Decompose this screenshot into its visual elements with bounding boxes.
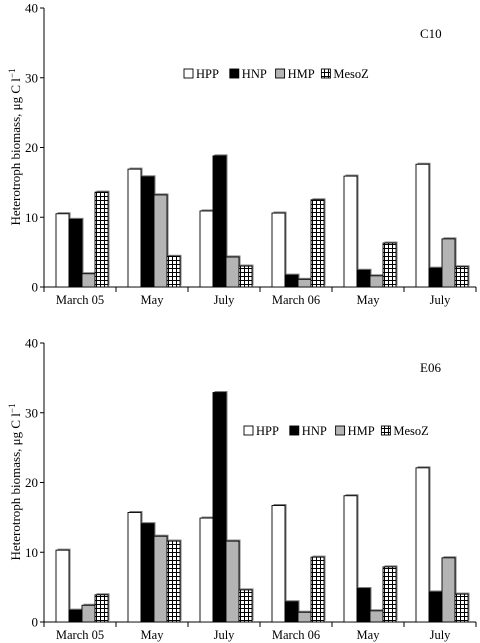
x-tick-label: March 06 (272, 293, 320, 307)
legend-swatch-hpp (183, 68, 194, 79)
bar-hnp (356, 588, 371, 623)
legend-label-hmp: HMP (348, 424, 375, 438)
legend: HPP HNP HMP MesoZ (183, 67, 369, 81)
bar-mesoz (238, 265, 253, 288)
legend-label-mesoz: MesoZ (333, 67, 368, 81)
legend-label-hnp: HNP (242, 67, 267, 81)
x-tick-label: March 06 (272, 628, 320, 642)
legend-swatch-hnp (229, 68, 240, 79)
legend-swatch-hnp (289, 425, 300, 436)
x-tick-label: May (357, 293, 381, 307)
panel-label: C10 (420, 26, 442, 41)
y-axis-label: Heterotroph biomass, μg C l−1 (7, 403, 23, 560)
bar-hmp (441, 238, 456, 288)
bar-hpp (127, 512, 142, 623)
legend-swatch-mesoz (320, 68, 331, 79)
bar-hmp (225, 256, 240, 288)
bar-hpp (127, 168, 142, 288)
bar-hpp (55, 213, 70, 288)
legend-swatch-hpp (243, 425, 254, 436)
bar-hnp (212, 392, 227, 623)
y-tick-label: 30 (25, 405, 38, 420)
y-tick-label: 0 (32, 280, 39, 295)
bar-mesoz (94, 594, 109, 623)
bar-hnp (140, 523, 155, 623)
legend-label-hpp: HPP (196, 67, 219, 81)
bar-hmp (297, 611, 312, 623)
legend-swatch-hmp (335, 425, 346, 436)
bar-hnp (428, 267, 443, 288)
bar-hnp (212, 155, 227, 288)
y-axis-label: Heterotroph biomass, μg C l−1 (7, 68, 23, 225)
panel-label: E06 (420, 360, 441, 375)
bar-hpp (271, 505, 286, 623)
y-tick-label: 40 (25, 1, 38, 16)
bar-mesoz (310, 556, 325, 623)
legend-label-mesoz: MesoZ (393, 424, 428, 438)
bar-hnp (68, 218, 83, 288)
x-tick-label: March 05 (56, 628, 104, 642)
bar-hmp (441, 557, 456, 623)
bar-hpp (55, 549, 70, 623)
bar-mesoz (238, 589, 253, 623)
y-tick-label: 10 (25, 210, 38, 225)
bar-mesoz (454, 266, 469, 288)
bar-mesoz (310, 199, 325, 288)
x-tick-label: July (430, 628, 452, 642)
chart-panel-e06: 0 10 20 30 40 March 05 May July March 06 May July H… (7, 336, 477, 642)
x-tick-label: May (141, 628, 165, 642)
x-tick-label: July (214, 293, 236, 307)
y-tick-label: 0 (32, 615, 39, 630)
bar-hmp (153, 194, 168, 288)
bar-hnp (68, 609, 83, 623)
y-tick-label: 10 (25, 545, 38, 560)
legend-label-hnp: HNP (302, 424, 327, 438)
bar-mesoz (454, 593, 469, 623)
chart-panel-c10: 0 10 20 30 40 March 05 May July March 06 May July H… (7, 1, 477, 307)
bar-hnp (428, 591, 443, 623)
bar-mesoz (382, 566, 397, 623)
bar-hnp (284, 274, 299, 288)
x-tick-label: March 05 (56, 293, 104, 307)
bar-hpp (199, 210, 214, 288)
bar-hpp (415, 163, 430, 288)
bar-mesoz (94, 191, 109, 288)
bar-hpp (343, 495, 358, 623)
bar-hmp (225, 540, 240, 623)
bar-mesoz (166, 540, 181, 623)
bar-hnp (284, 601, 299, 623)
bar-hmp (81, 604, 96, 623)
legend-swatch-hmp (275, 68, 286, 79)
bar-hmp (297, 278, 312, 288)
bar-hmp (81, 273, 96, 288)
bar-mesoz (382, 242, 397, 288)
y-tick-label: 30 (25, 70, 38, 85)
y-tick-label: 20 (25, 475, 38, 490)
x-tick-label: July (430, 293, 452, 307)
x-tick-label: July (214, 628, 236, 642)
y-tick-label: 40 (25, 336, 38, 351)
bar-hpp (343, 175, 358, 288)
legend: HPP HNP HMP MesoZ (243, 424, 429, 438)
x-tick-label: May (141, 293, 165, 307)
bar-hpp (271, 212, 286, 288)
bar-hpp (199, 517, 214, 623)
bar-hnp (140, 176, 155, 288)
bar-hmp (153, 535, 168, 623)
legend-label-hmp: HMP (288, 67, 315, 81)
legend-label-hpp: HPP (256, 424, 279, 438)
bar-hnp (356, 269, 371, 288)
x-tick-label: May (357, 628, 381, 642)
bar-hmp (369, 610, 384, 623)
y-tick-label: 20 (25, 140, 38, 155)
legend-swatch-mesoz (380, 425, 391, 436)
bar-hmp (369, 275, 384, 288)
bar-mesoz (166, 255, 181, 288)
bar-hpp (415, 467, 430, 623)
